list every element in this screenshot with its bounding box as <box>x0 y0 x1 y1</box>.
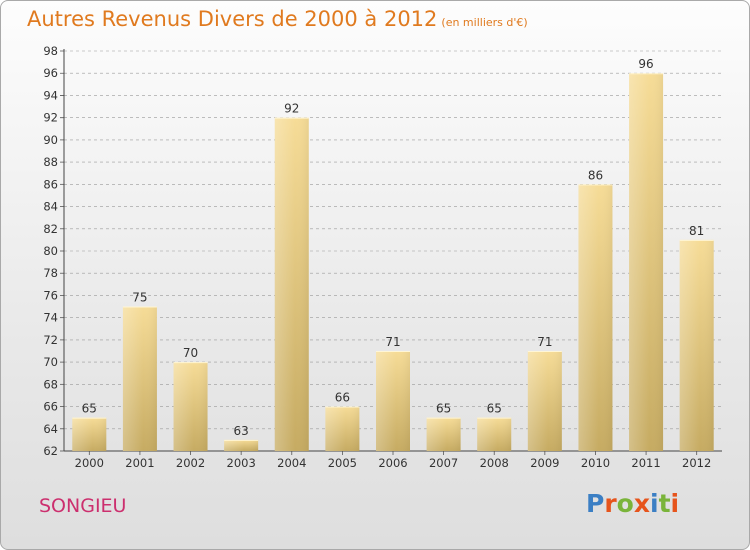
data-label: 86 <box>588 168 603 182</box>
x-tick-label: 2008 <box>480 456 509 470</box>
data-label: 71 <box>537 335 552 349</box>
y-tick-label: 92 <box>43 111 58 125</box>
bar-shade <box>72 417 107 451</box>
axes: 62 64 66 68 70 72 74 76 78 80 82 84 86 88 90 92 94 96 98 20… <box>43 44 722 470</box>
y-tick-label: 76 <box>43 288 58 302</box>
logo-letter: i <box>650 489 659 518</box>
y-tick-label: 90 <box>43 133 58 147</box>
y-tick-label: 82 <box>43 222 58 236</box>
x-tick-label: 2006 <box>378 456 407 470</box>
logo-letter: P <box>586 489 605 518</box>
chart-title-text: Autres Revenus Divers de 2000 à 2012 <box>27 7 438 31</box>
bar-shade <box>679 239 714 451</box>
data-label: 65 <box>82 402 97 416</box>
y-tick-label: 78 <box>43 266 58 280</box>
data-label: 66 <box>335 391 350 405</box>
logo-letter: o <box>616 489 634 518</box>
data-label: 65 <box>436 402 451 416</box>
data-label: 63 <box>234 424 249 438</box>
bar-shade <box>527 351 562 451</box>
x-tick-label: 2004 <box>277 456 306 470</box>
bar-shade <box>477 417 512 451</box>
data-label: 70 <box>183 346 198 360</box>
y-tick-label: 80 <box>43 244 58 258</box>
x-tick-label: 2011 <box>631 456 660 470</box>
x-tick-label: 2007 <box>429 456 458 470</box>
x-tick-label: 2002 <box>176 456 205 470</box>
bar-shade <box>629 73 664 451</box>
data-labels: 65 75 70 63 92 66 71 65 65 71 86 96 81 <box>82 57 705 438</box>
bar-shade <box>426 417 461 451</box>
y-tick-label: 70 <box>43 355 58 369</box>
y-tick-label: 68 <box>43 377 58 391</box>
logo-letter: r <box>604 489 617 518</box>
data-label: 75 <box>132 291 147 305</box>
x-tick-label: 2009 <box>530 456 559 470</box>
x-tick-label: 2010 <box>581 456 610 470</box>
bar-shade <box>376 351 410 451</box>
logo-letter: t <box>658 489 671 518</box>
y-tick-label: 94 <box>43 88 58 102</box>
y-tick-label: 84 <box>43 200 58 214</box>
data-label: 71 <box>385 335 400 349</box>
x-tick-label: 2003 <box>227 456 256 470</box>
data-label: 96 <box>638 57 653 71</box>
y-tick-label: 88 <box>43 155 58 169</box>
data-label: 65 <box>487 402 502 416</box>
bar-shade <box>122 306 157 451</box>
bar-shade <box>325 406 360 451</box>
data-label: 92 <box>284 102 299 116</box>
logo-letter: x <box>633 489 650 518</box>
bar-shade <box>224 439 259 451</box>
x-tick-label: 2001 <box>125 456 154 470</box>
y-tick-label: 72 <box>43 333 58 347</box>
y-tick-label: 86 <box>43 177 58 191</box>
commune-name: SONGIEU <box>39 495 127 517</box>
logo-letter: i <box>670 489 680 518</box>
bars <box>72 73 714 452</box>
y-tick-label: 64 <box>43 422 58 436</box>
y-tick-label: 96 <box>43 66 58 80</box>
y-tick-label: 66 <box>43 400 58 414</box>
proxiti-logo: Proxiti <box>586 489 679 518</box>
chart-subtitle: (en milliers d'€) <box>441 16 528 29</box>
x-tick-label: 2012 <box>682 456 711 470</box>
data-label: 81 <box>689 224 704 238</box>
x-tick-label: 2000 <box>75 456 104 470</box>
y-tick-label: 98 <box>43 44 58 58</box>
chart-title: Autres Revenus Divers de 2000 à 2012 (en … <box>27 7 528 31</box>
x-tick-label: 2005 <box>328 456 357 470</box>
y-tick-label: 74 <box>43 311 58 325</box>
bar-shade <box>578 184 613 452</box>
bar-shade <box>173 362 208 451</box>
bar-shade <box>274 117 309 452</box>
y-tick-label: 62 <box>43 444 58 458</box>
